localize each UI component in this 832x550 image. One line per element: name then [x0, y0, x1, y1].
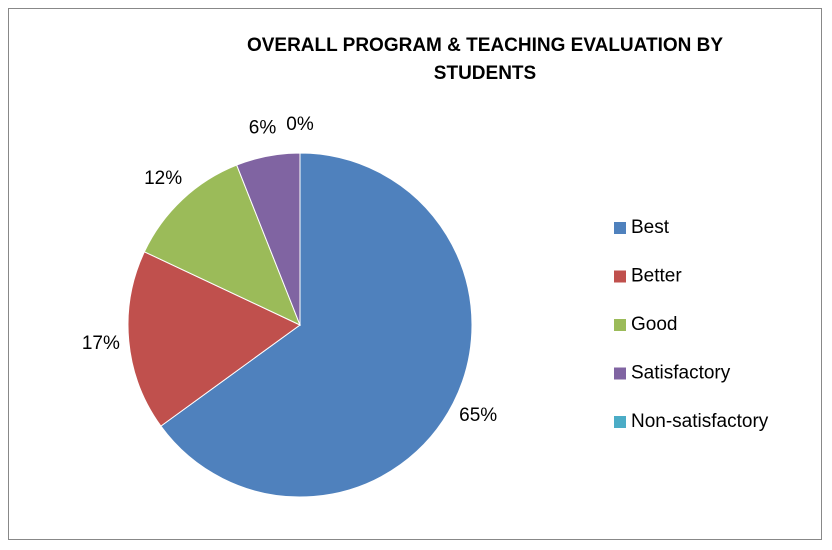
legend-swatch — [614, 416, 626, 428]
data-label: 0% — [286, 114, 314, 135]
data-label: 65% — [459, 405, 497, 426]
legend-swatch — [614, 319, 626, 331]
legend-label: Better — [631, 266, 682, 287]
pie-slice — [127, 251, 301, 427]
legend-label: Non-satisfactory — [631, 411, 769, 432]
data-label: 17% — [82, 333, 120, 354]
pie-slice — [143, 164, 301, 326]
legend-label: Good — [631, 314, 677, 335]
data-label: 12% — [144, 168, 182, 189]
legend-label: Best — [631, 217, 670, 238]
legend-swatch — [614, 270, 626, 283]
legend-label: Satisfactory — [631, 363, 731, 384]
pie-slice — [160, 152, 473, 498]
chart-frame — [8, 8, 822, 540]
legend-swatch — [614, 367, 626, 380]
data-label: 6% — [249, 118, 277, 139]
chart-title: OVERALL PROGRAM & TEACHING EVALUATION BY… — [246, 35, 724, 84]
legend-swatch — [614, 222, 626, 234]
